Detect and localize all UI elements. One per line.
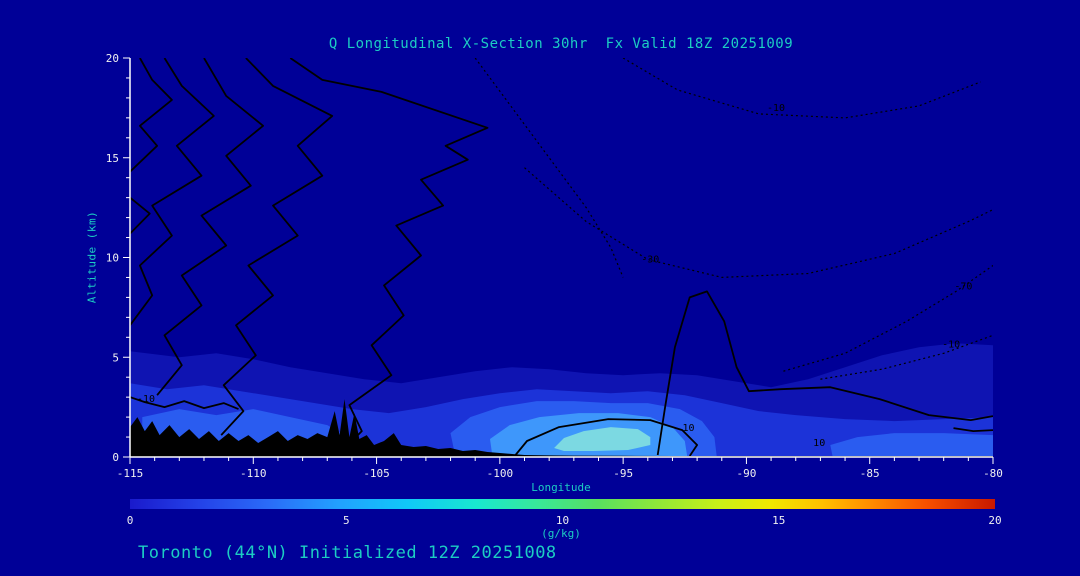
contour-label: -30 (641, 255, 659, 266)
x-axis-title: Longitude (531, 481, 591, 494)
colorbar-tick-label: 10 (556, 514, 569, 527)
plot-layers: -10 10 10 -10 -30 -70 -10 (130, 58, 993, 457)
chart-title: Q Longitudinal X-Section 30hr Fx Valid 1… (328, 36, 794, 52)
contour-line-dotted (622, 58, 981, 119)
humidity-fill-7gkg (554, 427, 651, 451)
contour-line-dotted (820, 334, 993, 380)
contour-line-solid (156, 58, 265, 396)
y-tick-label: 10 (106, 252, 119, 265)
contour-label: -70 (954, 281, 972, 292)
contour-line-dotted (474, 58, 624, 278)
contour-line-solid (130, 196, 151, 235)
y-axis-title: Altitude (km) (85, 210, 99, 304)
y-tick-label: 20 (106, 52, 119, 65)
colorbar-tick-label: 0 (127, 514, 134, 527)
x-tick-label: -110 (240, 467, 267, 480)
contour-label: -10 (942, 339, 960, 350)
contour-line-solid (514, 418, 698, 457)
y-tick-label: 0 (112, 451, 119, 464)
colorbar-tick-label: 20 (988, 514, 1001, 527)
x-tick-label: -100 (487, 467, 514, 480)
terrain-silhouette (130, 399, 993, 457)
y-tick-label: 5 (112, 351, 119, 364)
colorbar-tick-label: 5 (343, 514, 350, 527)
contour-line-solid (130, 58, 215, 326)
contour-line-solid (220, 58, 334, 436)
contour-label: 10 (813, 438, 825, 449)
x-tick-label: -115 (117, 467, 144, 480)
contour-label: -10 (767, 103, 785, 114)
humidity-fill-2gkg (830, 433, 993, 457)
contour-line-solid (289, 58, 489, 452)
contour-label: 10 (682, 423, 694, 434)
x-tick-label: -95 (613, 467, 633, 480)
colorbar (130, 499, 995, 509)
initialization-caption: Toronto (44°N) Initialized 12Z 20251008 (138, 543, 557, 563)
contour-label: -10 (137, 394, 155, 405)
colorbar-tick-label: 15 (772, 514, 785, 527)
contour-line-solid (656, 290, 993, 456)
contour-line-solid (130, 396, 239, 410)
contour-line-dotted (783, 265, 993, 372)
contour-line-solid (953, 427, 993, 433)
x-tick-label: -105 (363, 467, 390, 480)
x-tick-label: -90 (736, 467, 756, 480)
contour-line-solid (130, 58, 173, 173)
x-tick-label: -80 (983, 467, 1003, 480)
x-tick-label: -85 (860, 467, 880, 480)
colorbar-units-label: (g/kg) (541, 527, 581, 540)
y-tick-label: 15 (106, 152, 119, 165)
